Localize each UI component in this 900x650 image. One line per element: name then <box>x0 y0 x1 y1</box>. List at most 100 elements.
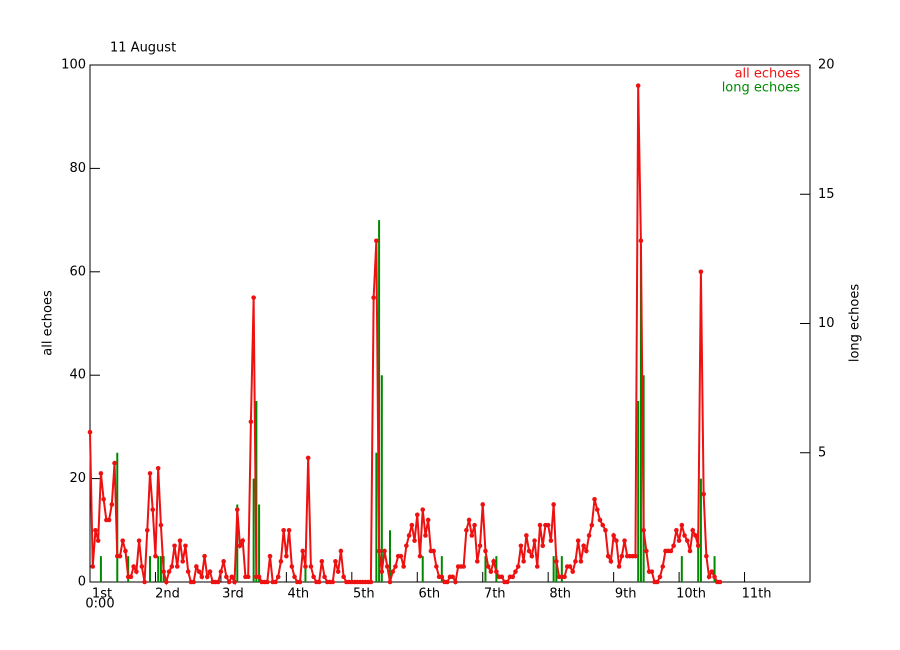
all-echoes-point <box>131 564 136 569</box>
y-tick-label: 20 <box>69 471 86 486</box>
all-echoes-point <box>439 574 445 580</box>
x-sublabel: 0:00 <box>85 597 114 612</box>
all-echoes-point <box>139 564 145 569</box>
x-tick-label: 11th <box>742 587 772 602</box>
all-echoes-point <box>180 559 186 564</box>
all-echoes-point <box>202 553 207 559</box>
all-echoes-point <box>368 579 374 585</box>
all-echoes-point <box>191 579 196 585</box>
all-echoes-point <box>472 522 477 528</box>
all-echoes-point <box>431 548 436 554</box>
all-echoes-point <box>649 569 655 574</box>
all-echoes-point <box>709 569 715 574</box>
all-echoes-point <box>374 238 379 244</box>
all-echoes-point <box>185 569 191 574</box>
y-axis-label: all echoes <box>41 290 56 356</box>
all-echoes-point <box>275 574 281 580</box>
all-echoes-point <box>584 548 589 554</box>
all-echoes-point <box>147 471 153 476</box>
all-echoes-point <box>513 569 518 574</box>
all-echoes-point <box>532 538 537 543</box>
all-echoes-point <box>660 564 666 569</box>
all-echoes-point <box>281 528 286 533</box>
all-echoes-point <box>554 559 559 564</box>
y-tick-label: 100 <box>61 58 86 73</box>
y2-axis-label: long echoes <box>848 284 863 363</box>
all-echoes-point <box>464 528 469 533</box>
all-echoes-point <box>537 522 543 528</box>
all-echoes-point <box>717 579 723 585</box>
all-echoes-point <box>570 569 576 574</box>
all-echoes-point <box>674 528 679 533</box>
all-echoes-point <box>218 569 224 574</box>
x-tick-label: 5th <box>353 587 375 602</box>
x-tick-label: 8th <box>549 587 571 602</box>
all-echoes-point <box>483 548 488 554</box>
all-echoes-point <box>155 465 161 471</box>
all-echoes-point <box>526 548 532 554</box>
all-echoes-point <box>387 579 393 585</box>
all-echoes-point <box>240 538 246 543</box>
legend-entry: all echoes <box>735 67 801 82</box>
all-echoes-point <box>251 295 256 300</box>
y-tick-label: 40 <box>69 368 86 383</box>
all-echoes-point <box>679 522 685 528</box>
all-echoes-point <box>109 502 115 507</box>
all-echoes-point <box>117 553 123 559</box>
all-echoes-point <box>284 553 289 559</box>
all-echoes-point <box>603 528 608 533</box>
all-echoes-point <box>226 579 232 585</box>
all-echoes-point <box>166 569 172 574</box>
all-echoes-point <box>461 564 466 569</box>
all-echoes-point <box>409 522 415 528</box>
all-echoes-point <box>267 553 273 559</box>
all-echoes-point <box>414 512 420 518</box>
all-echoes-point <box>622 538 627 543</box>
all-echoes-point <box>573 559 578 564</box>
all-echoes-point <box>701 491 706 497</box>
all-echoes-point <box>657 574 663 580</box>
all-echoes-point <box>466 517 472 523</box>
all-echoes-point <box>682 533 687 538</box>
all-echoes-point <box>575 538 581 543</box>
all-echoes-point <box>245 574 251 580</box>
all-echoes-point <box>196 569 202 574</box>
all-echoes-point <box>695 543 701 549</box>
all-echoes-point <box>690 528 696 533</box>
all-echoes-point <box>712 574 717 580</box>
all-echoes-point <box>338 548 344 554</box>
all-echoes-point <box>453 579 458 585</box>
x-tick-label: 6th <box>418 587 440 602</box>
all-echoes-point <box>592 496 597 502</box>
all-echoes-point <box>518 543 524 549</box>
all-echoes-point <box>232 579 237 585</box>
all-echoes-point <box>600 522 606 528</box>
y2-tick-label: 15 <box>818 187 835 202</box>
all-echoes-point <box>515 564 521 569</box>
y-tick-label: 60 <box>69 264 86 279</box>
all-echoes-point <box>548 538 554 543</box>
all-echoes-point <box>668 548 674 554</box>
all-echoes-point <box>581 543 586 549</box>
all-echoes-point <box>488 569 494 574</box>
all-echoes-point <box>398 553 404 559</box>
chart-title: 11 August <box>110 41 176 56</box>
all-echoes-point <box>256 574 262 580</box>
all-echoes-point <box>567 564 573 569</box>
all-echoes-point <box>177 538 183 543</box>
all-echoes-point <box>529 553 535 559</box>
all-echoes-point <box>480 502 486 507</box>
all-echoes-point <box>379 569 385 574</box>
all-echoes-point <box>635 83 641 88</box>
all-echoes-point <box>704 553 709 559</box>
all-echoes-point <box>698 269 704 275</box>
all-echoes-point <box>183 543 188 549</box>
all-echoes-point <box>204 574 210 580</box>
x-tick-label: 3rd <box>222 587 244 602</box>
all-echoes-point <box>494 569 499 574</box>
all-echoes-point <box>477 543 483 549</box>
all-echoes-point <box>341 574 346 580</box>
all-echoes-point <box>614 538 619 543</box>
all-echoes-point <box>412 538 417 543</box>
